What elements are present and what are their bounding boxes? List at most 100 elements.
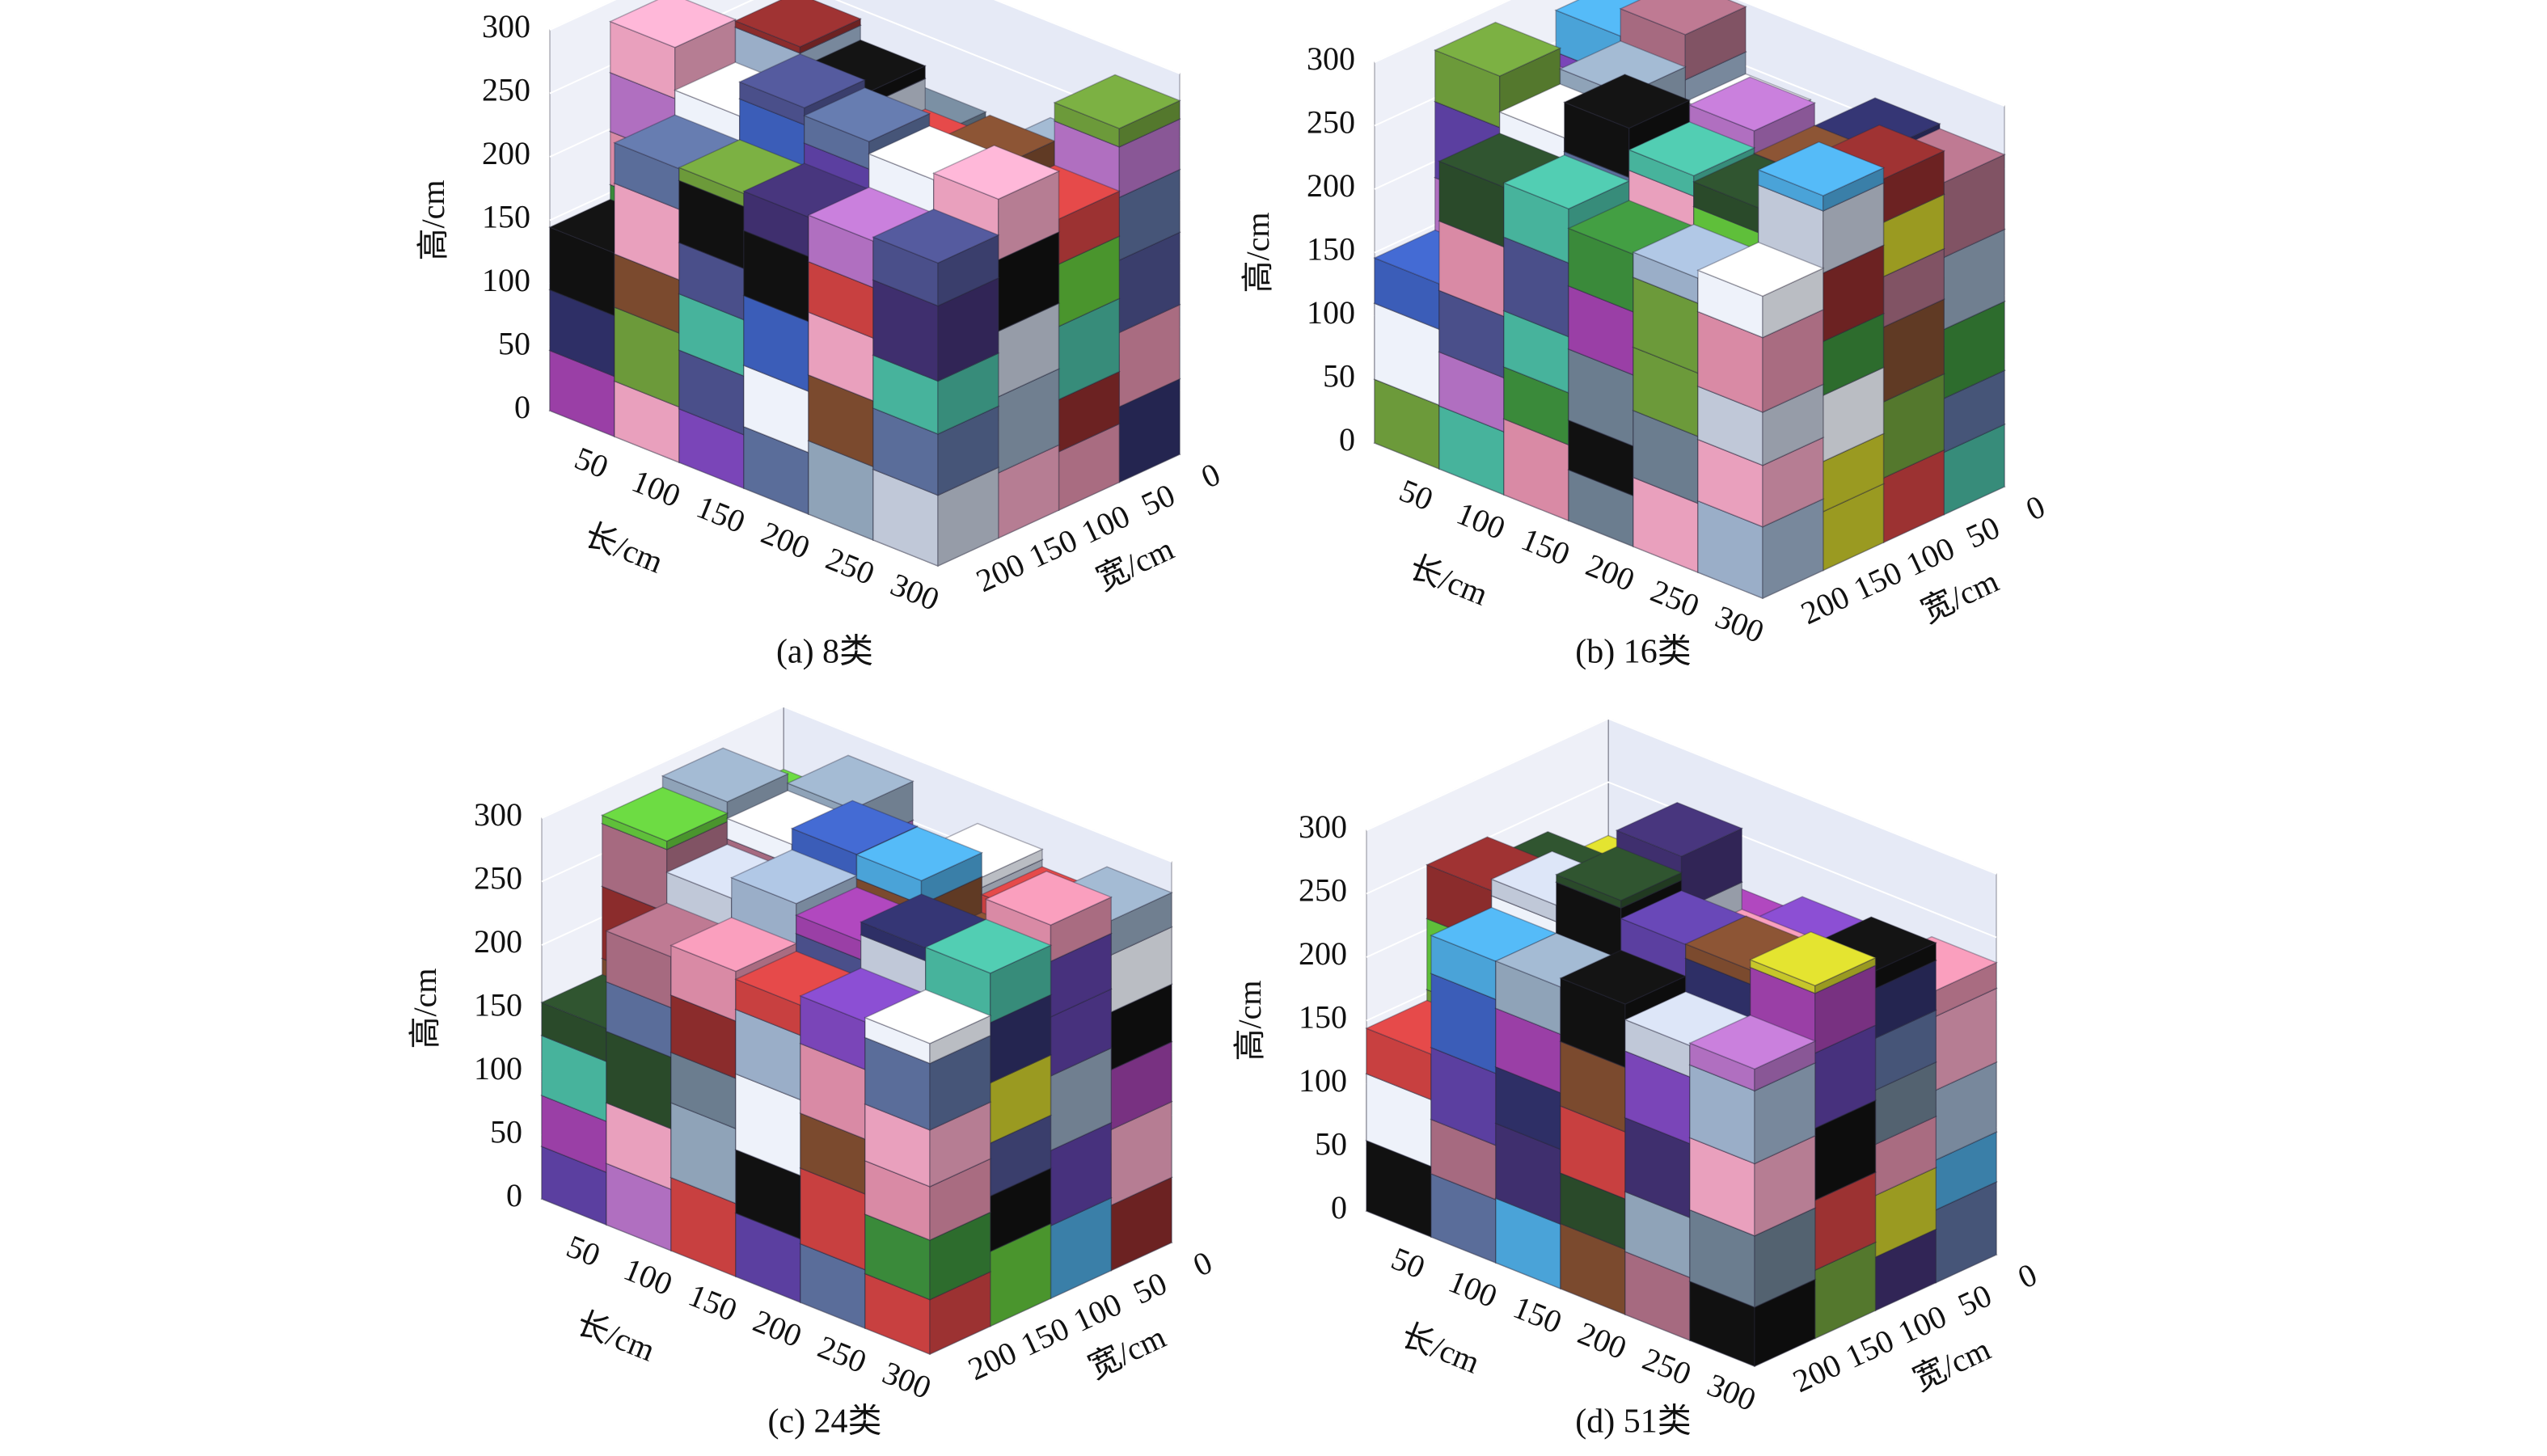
caption: (d) 51类 (1575, 1403, 1691, 1441)
z-tick-label: 100 (474, 1050, 522, 1087)
z-axis-label: 高/cm (1231, 981, 1268, 1061)
box-face (669, 917, 798, 973)
z-tick-label: 50 (1315, 1126, 1347, 1163)
box-face (872, 208, 1000, 264)
z-tick-label: 150 (474, 987, 522, 1023)
y-tick-label: 0 (2013, 1256, 2042, 1295)
caption: (b) 16类 (1575, 634, 1691, 671)
x-tick-label: 250 (1637, 1340, 1696, 1392)
z-tick-label: 50 (498, 326, 530, 362)
box-face (729, 849, 859, 905)
x-tick-label: 150 (683, 1277, 741, 1328)
box-face (661, 747, 790, 803)
z-tick-label: 150 (1307, 231, 1355, 268)
box-face (802, 87, 931, 142)
y-tick-label: 0 (1188, 1243, 1218, 1283)
z-tick-label: 50 (490, 1114, 522, 1150)
x-tick-label: 250 (813, 1328, 871, 1380)
box-face (1562, 74, 1692, 129)
x-tick-label: 100 (627, 462, 685, 514)
z-tick-label: 150 (1299, 999, 1347, 1036)
box-face (1688, 1015, 1817, 1070)
z-tick-label: 300 (1299, 808, 1347, 845)
y-tick-label: 50 (1961, 509, 2005, 555)
y-tick-label: 200 (1795, 578, 1854, 631)
box-face (855, 826, 984, 882)
box-face (1554, 846, 1683, 901)
x-tick-label: 50 (562, 1228, 606, 1274)
z-tick-label: 200 (474, 923, 522, 960)
box-face (733, 0, 863, 48)
box-face (1687, 76, 1817, 132)
x-axis-label: 长/cm (1396, 1316, 1485, 1380)
box-face (1756, 141, 1886, 196)
z-tick-label: 200 (1307, 167, 1355, 204)
z-axis-label: 高/cm (407, 969, 443, 1049)
x-tick-label: 250 (821, 540, 879, 592)
y-tick-label: 50 (1136, 476, 1181, 523)
grid-line (1374, 0, 2005, 107)
box-face (608, 0, 737, 49)
z-tick-label: 50 (1323, 358, 1355, 395)
x-tick-label: 300 (885, 566, 944, 618)
z-tick-label: 300 (482, 8, 530, 44)
z-tick-label: 250 (482, 72, 530, 108)
x-tick-label: 100 (1451, 495, 1510, 547)
x-tick-label: 300 (877, 1354, 936, 1406)
box-face (737, 53, 867, 109)
y-tick-label: 150 (1848, 554, 1907, 607)
y-tick-label: 150 (1023, 521, 1082, 575)
z-tick-label: 0 (506, 1177, 522, 1213)
box-face (1619, 0, 1747, 36)
z-tick-label: 300 (1307, 40, 1355, 77)
box-face (1433, 21, 1562, 77)
box-face (1053, 74, 1181, 129)
box-face (1559, 949, 1687, 1005)
z-tick-label: 0 (514, 389, 530, 425)
y-tick-label: 50 (1128, 1264, 1172, 1311)
x-tick-label: 100 (1443, 1263, 1502, 1315)
z-tick-label: 250 (474, 860, 522, 897)
box-face (790, 800, 919, 855)
grid-line (1366, 717, 1997, 875)
caption: (a) 8类 (776, 634, 873, 671)
y-tick-label: 150 (1015, 1310, 1074, 1363)
y-tick-label: 200 (962, 1334, 1021, 1387)
grid-line (541, 705, 1172, 863)
box-face (1696, 242, 1825, 298)
z-tick-label: 100 (1307, 294, 1355, 331)
z-tick-label: 150 (482, 199, 530, 235)
z-tick-label: 0 (1339, 421, 1355, 458)
y-tick-label: 100 (1067, 1285, 1126, 1339)
y-tick-label: 200 (1787, 1346, 1846, 1399)
y-tick-label: 0 (1196, 455, 1226, 495)
y-tick-label: 0 (2021, 487, 2051, 527)
box-face (1748, 931, 1878, 986)
x-tick-label: 50 (570, 440, 614, 486)
z-tick-label: 250 (1299, 872, 1347, 909)
box-face (931, 145, 1061, 200)
x-tick-label: 200 (1581, 547, 1639, 598)
z-tick-label: 0 (1331, 1189, 1347, 1226)
z-axis-label: 高/cm (415, 180, 451, 261)
y-tick-label: 200 (970, 546, 1029, 599)
z-tick-label: 250 (1307, 104, 1355, 141)
x-tick-label: 200 (1573, 1315, 1631, 1366)
x-tick-label: 300 (1702, 1366, 1760, 1418)
box-face (1615, 801, 1744, 857)
box-face (1627, 121, 1756, 177)
x-axis-label: 长/cm (1404, 548, 1493, 612)
y-tick-label: 50 (1953, 1277, 1997, 1323)
y-tick-label: 150 (1840, 1322, 1899, 1375)
x-tick-label: 150 (1516, 521, 1574, 572)
x-axis-label: 长/cm (580, 516, 669, 580)
box-face (984, 870, 1113, 926)
z-tick-label: 200 (482, 135, 530, 171)
y-tick-label: 100 (1892, 1298, 1951, 1351)
x-tick-label: 200 (748, 1302, 806, 1354)
grid-line (549, 0, 1181, 74)
